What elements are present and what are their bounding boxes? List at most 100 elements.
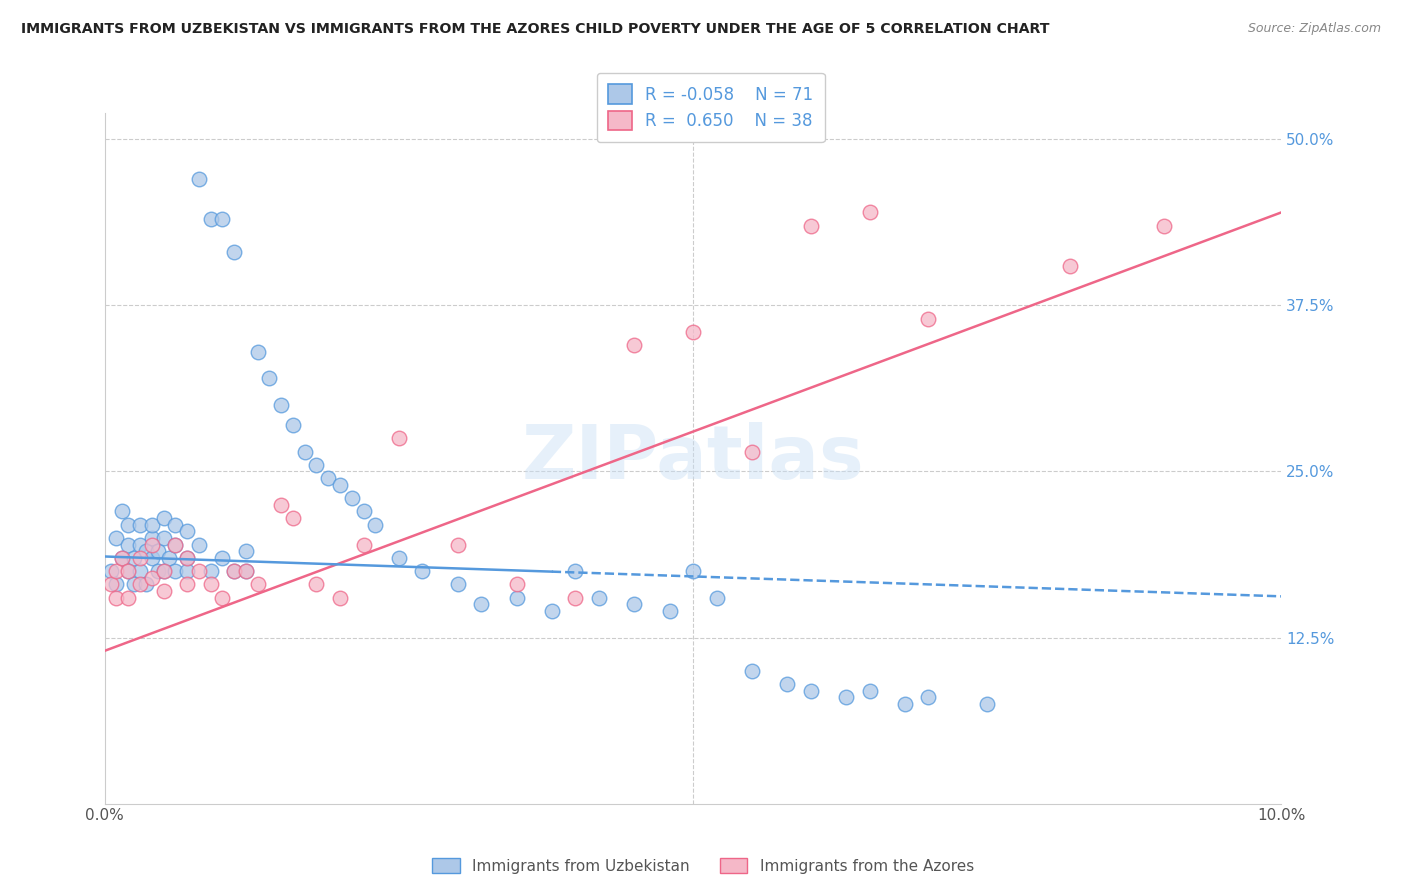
Text: IMMIGRANTS FROM UZBEKISTAN VS IMMIGRANTS FROM THE AZORES CHILD POVERTY UNDER THE: IMMIGRANTS FROM UZBEKISTAN VS IMMIGRANTS… — [21, 22, 1050, 37]
Point — [129, 517, 152, 532]
Point — [540, 604, 562, 618]
Point — [246, 577, 269, 591]
Point — [111, 550, 134, 565]
Point — [105, 564, 128, 578]
Point — [200, 212, 222, 227]
Point — [364, 517, 387, 532]
Point — [1059, 259, 1081, 273]
Point — [141, 550, 163, 565]
Point — [329, 477, 352, 491]
Point — [340, 491, 363, 505]
Point — [800, 683, 823, 698]
Point — [176, 550, 198, 565]
Point — [165, 537, 187, 551]
Point — [152, 564, 174, 578]
Point — [129, 577, 152, 591]
Point — [976, 697, 998, 711]
Point — [122, 550, 145, 565]
Point — [100, 577, 122, 591]
Point — [658, 604, 681, 618]
Point — [505, 577, 527, 591]
Text: Source: ZipAtlas.com: Source: ZipAtlas.com — [1247, 22, 1381, 36]
Point — [224, 245, 246, 260]
Point — [165, 517, 187, 532]
Point — [447, 537, 470, 551]
Point — [187, 172, 209, 186]
Point — [141, 531, 163, 545]
Point — [259, 371, 281, 385]
Point — [224, 564, 246, 578]
Point — [447, 577, 470, 591]
Point — [246, 344, 269, 359]
Point — [682, 564, 704, 578]
Point — [152, 564, 174, 578]
Point — [235, 564, 257, 578]
Point — [835, 690, 858, 705]
Point — [117, 564, 139, 578]
Point — [281, 511, 304, 525]
Point — [564, 591, 586, 605]
Point — [281, 417, 304, 432]
Point — [152, 531, 174, 545]
Point — [706, 591, 728, 605]
Text: ZIPatlas: ZIPatlas — [522, 422, 865, 495]
Point — [105, 591, 128, 605]
Point — [858, 683, 880, 698]
Point — [152, 584, 174, 599]
Point — [741, 664, 763, 678]
Point — [353, 537, 375, 551]
Point — [129, 537, 152, 551]
Point — [235, 544, 257, 558]
Point — [388, 550, 411, 565]
Point — [122, 577, 145, 591]
Point — [917, 311, 939, 326]
Point — [388, 431, 411, 445]
Point — [187, 537, 209, 551]
Point — [135, 577, 157, 591]
Point — [146, 544, 169, 558]
Point — [117, 564, 139, 578]
Point — [588, 591, 610, 605]
Point — [141, 537, 163, 551]
Point — [316, 471, 339, 485]
Point — [294, 444, 316, 458]
Legend: R = -0.058    N = 71, R =  0.650    N = 38: R = -0.058 N = 71, R = 0.650 N = 38 — [596, 72, 825, 142]
Point — [505, 591, 527, 605]
Point — [152, 511, 174, 525]
Legend: Immigrants from Uzbekistan, Immigrants from the Azores: Immigrants from Uzbekistan, Immigrants f… — [426, 852, 980, 880]
Point — [187, 564, 209, 578]
Point — [141, 571, 163, 585]
Point — [858, 205, 880, 219]
Point — [111, 504, 134, 518]
Point — [353, 504, 375, 518]
Point — [105, 577, 128, 591]
Point — [135, 544, 157, 558]
Point — [776, 677, 799, 691]
Point — [470, 597, 492, 611]
Point — [411, 564, 433, 578]
Point — [211, 212, 233, 227]
Point — [146, 564, 169, 578]
Point — [141, 517, 163, 532]
Point — [129, 550, 152, 565]
Point — [105, 531, 128, 545]
Point — [623, 597, 645, 611]
Point — [305, 577, 328, 591]
Point — [329, 591, 352, 605]
Point — [100, 564, 122, 578]
Point — [211, 550, 233, 565]
Point — [176, 564, 198, 578]
Point — [917, 690, 939, 705]
Point — [117, 537, 139, 551]
Point — [894, 697, 917, 711]
Point — [200, 577, 222, 591]
Point — [165, 564, 187, 578]
Point — [682, 325, 704, 339]
Point — [176, 577, 198, 591]
Point — [741, 444, 763, 458]
Point — [200, 564, 222, 578]
Point — [176, 550, 198, 565]
Point — [305, 458, 328, 472]
Point — [270, 498, 292, 512]
Point — [270, 398, 292, 412]
